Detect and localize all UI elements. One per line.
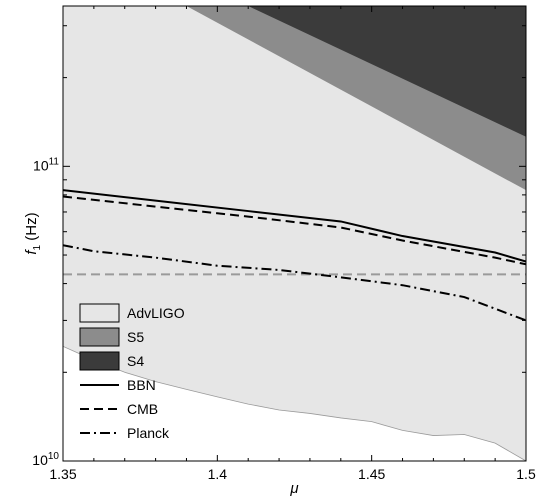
series-line-bbn <box>63 189 526 263</box>
region-s4 <box>248 6 526 137</box>
lines-layer <box>63 189 526 322</box>
tick-labels: 1.35 1.4 1.45 1.5 1010 1011 <box>32 156 536 482</box>
legend-label-bbn: BBN <box>127 377 156 393</box>
y-axis-label: f1 (Hz) <box>23 212 43 254</box>
plot-border <box>62 5 527 462</box>
y-axis-label-unit: (Hz) <box>23 212 40 245</box>
legend-label-advligo: AdvLIGO <box>127 305 185 321</box>
y-axis-label-subscript: 1 <box>32 244 43 250</box>
x-axis-label: μ <box>289 480 298 497</box>
legend-label-s5: S5 <box>127 329 144 345</box>
y-tick-label: 1010 <box>32 451 59 468</box>
legend: AdvLIGO S5 S4 BBN CMB Planck <box>79 303 185 441</box>
y-tick-label: 1011 <box>33 156 59 173</box>
x-tick-label: 1.5 <box>516 466 536 482</box>
series-line-planck <box>63 244 526 322</box>
x-tick-label: 1.45 <box>358 466 385 482</box>
y-axis-label-symbol: f <box>23 249 40 255</box>
legend-label-s4: S4 <box>127 353 144 369</box>
x-tick-label: 1.4 <box>208 466 228 482</box>
legend-label-planck: Planck <box>127 425 170 441</box>
tick-marks <box>62 6 527 462</box>
legend-swatch-s4 <box>79 351 120 371</box>
x-tick-label: 1.35 <box>49 466 76 482</box>
plot-frame <box>62 5 527 462</box>
region-advligo-edge <box>63 345 526 461</box>
regions-layer <box>63 6 526 461</box>
legend-swatch-s5 <box>79 327 120 347</box>
series-line-cmb <box>63 195 526 266</box>
legend-swatch-advligo <box>79 303 120 323</box>
legend-label-cmb: CMB <box>127 401 158 417</box>
